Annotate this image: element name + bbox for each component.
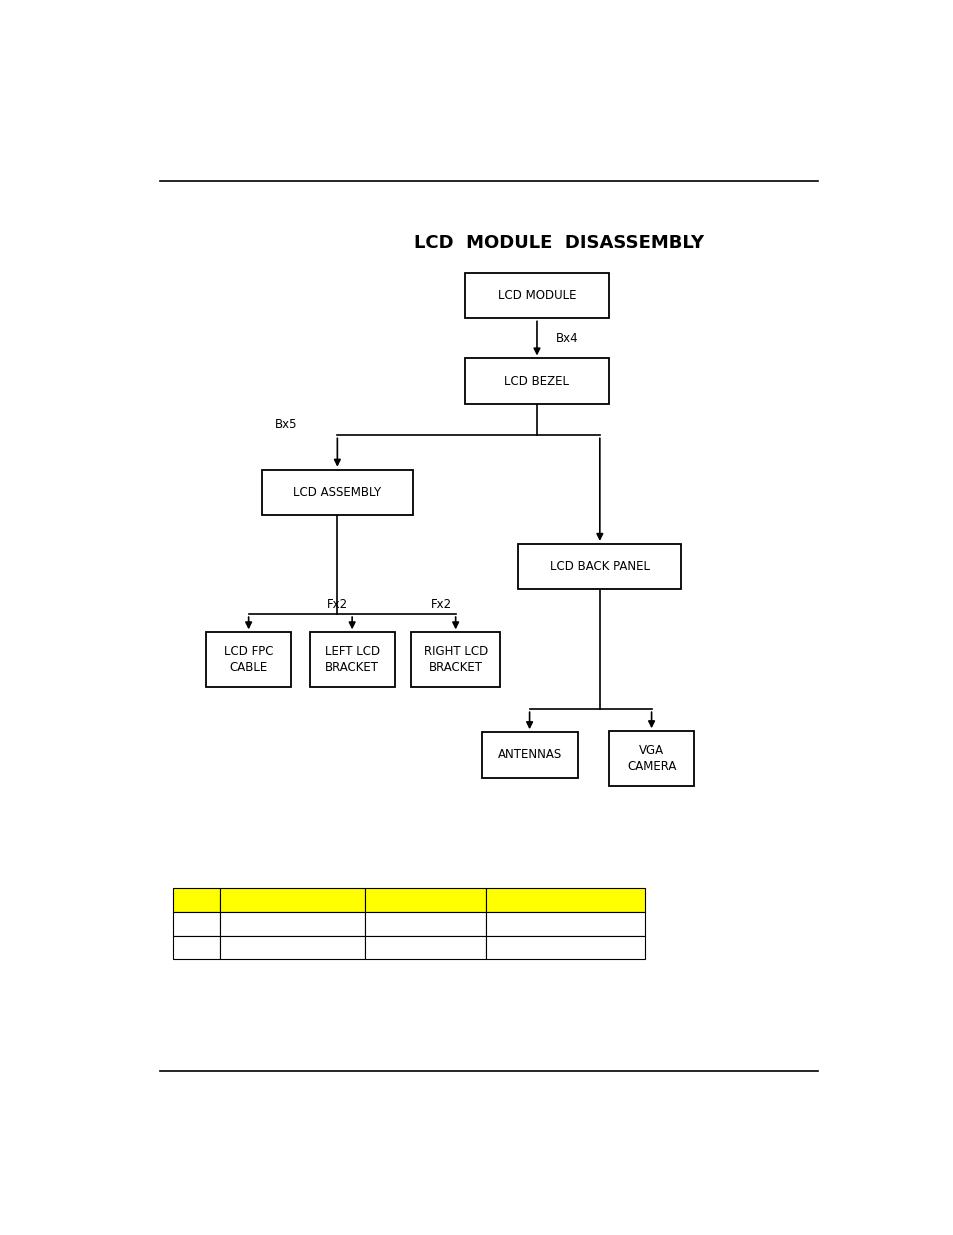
Text: Bx4: Bx4: [555, 332, 578, 345]
Bar: [365, 936, 485, 960]
Text: LCD BACK PANEL: LCD BACK PANEL: [549, 561, 649, 573]
Text: ANTENNAS: ANTENNAS: [497, 748, 561, 762]
Bar: [518, 543, 680, 589]
Bar: [310, 632, 395, 688]
Bar: [365, 888, 485, 911]
Text: LCD FPC
CABLE: LCD FPC CABLE: [224, 646, 274, 674]
Text: LCD BEZEL: LCD BEZEL: [504, 374, 569, 388]
Text: LCD ASSEMBLY: LCD ASSEMBLY: [293, 485, 381, 499]
Bar: [219, 911, 365, 936]
Text: RIGHT LCD
BRACKET: RIGHT LCD BRACKET: [423, 646, 487, 674]
Bar: [485, 911, 644, 936]
Bar: [411, 632, 499, 688]
Text: LEFT LCD
BRACKET: LEFT LCD BRACKET: [324, 646, 379, 674]
Bar: [485, 936, 644, 960]
Bar: [173, 936, 219, 960]
Text: Bx5: Bx5: [274, 417, 296, 431]
Bar: [173, 888, 219, 911]
Bar: [219, 936, 365, 960]
Bar: [206, 632, 291, 688]
Bar: [261, 469, 413, 515]
Bar: [173, 911, 219, 936]
Bar: [464, 358, 608, 404]
Bar: [464, 273, 608, 319]
Text: Fx2: Fx2: [431, 598, 452, 611]
Text: LCD  MODULE  DISASSEMBLY: LCD MODULE DISASSEMBLY: [414, 235, 703, 252]
Text: VGA
CAMERA: VGA CAMERA: [626, 745, 676, 773]
Bar: [485, 888, 644, 911]
Bar: [608, 731, 694, 787]
Bar: [481, 732, 578, 778]
Bar: [365, 911, 485, 936]
Text: LCD MODULE: LCD MODULE: [497, 289, 576, 303]
Bar: [219, 888, 365, 911]
Text: Fx2: Fx2: [327, 598, 348, 611]
